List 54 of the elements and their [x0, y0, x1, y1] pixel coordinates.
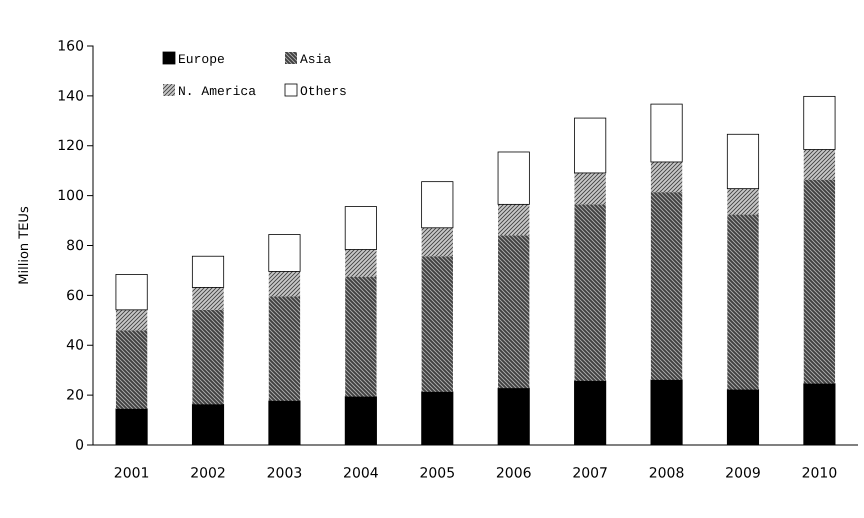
x-tick-label: 2005 — [419, 465, 456, 482]
bar — [650, 104, 683, 162]
bar — [574, 118, 606, 174]
bar — [498, 236, 530, 388]
y-tick-label: 60 — [66, 288, 84, 304]
x-tick-label: 2006 — [496, 465, 532, 482]
x-tick-label: 2009 — [725, 465, 761, 482]
bar — [498, 152, 530, 205]
bar — [574, 204, 606, 381]
bar — [268, 234, 301, 272]
legend-label: N. America — [178, 84, 256, 99]
x-tick-label: 2010 — [802, 465, 838, 482]
x-tick-label: 2007 — [572, 465, 608, 482]
bar — [803, 96, 836, 150]
x-tick-label: 2003 — [266, 465, 302, 482]
x-tick-label: 2001 — [114, 465, 150, 482]
y-tick-label: 100 — [57, 188, 84, 204]
y-axis-title: Million TEUs — [17, 206, 32, 285]
bar — [422, 228, 453, 256]
bar — [574, 172, 606, 204]
bar — [422, 256, 453, 392]
legend-label: Europe — [178, 52, 225, 67]
bar — [116, 310, 148, 330]
legend-label: Asia — [300, 52, 332, 67]
bar — [727, 214, 759, 390]
bar — [650, 192, 682, 380]
bar — [116, 330, 148, 409]
y-tick-label: 80 — [66, 238, 84, 254]
bar — [345, 276, 377, 397]
bar — [268, 296, 300, 401]
y-tick-label: 160 — [57, 38, 84, 54]
x-tick-label: 2004 — [343, 465, 379, 482]
legend-label: Others — [300, 84, 347, 99]
bar — [192, 256, 224, 288]
bar — [268, 271, 300, 296]
bar — [498, 204, 530, 236]
bar — [650, 162, 682, 192]
bar — [116, 274, 148, 310]
bar — [727, 188, 759, 215]
y-tick-label: 40 — [66, 338, 84, 354]
bar — [804, 149, 836, 180]
bar — [726, 134, 760, 190]
bar — [345, 249, 377, 277]
bar — [192, 310, 224, 404]
x-tick-label: 2002 — [190, 465, 226, 482]
x-tick-label: 2008 — [648, 465, 684, 482]
bar — [192, 287, 224, 310]
bar — [804, 180, 836, 384]
bar — [344, 206, 377, 250]
y-tick-label: 0 — [75, 437, 84, 454]
bar — [421, 181, 454, 228]
y-tick-label: 20 — [66, 388, 84, 404]
y-tick-label: 140 — [57, 88, 84, 104]
y-tick-label: 120 — [57, 138, 84, 154]
